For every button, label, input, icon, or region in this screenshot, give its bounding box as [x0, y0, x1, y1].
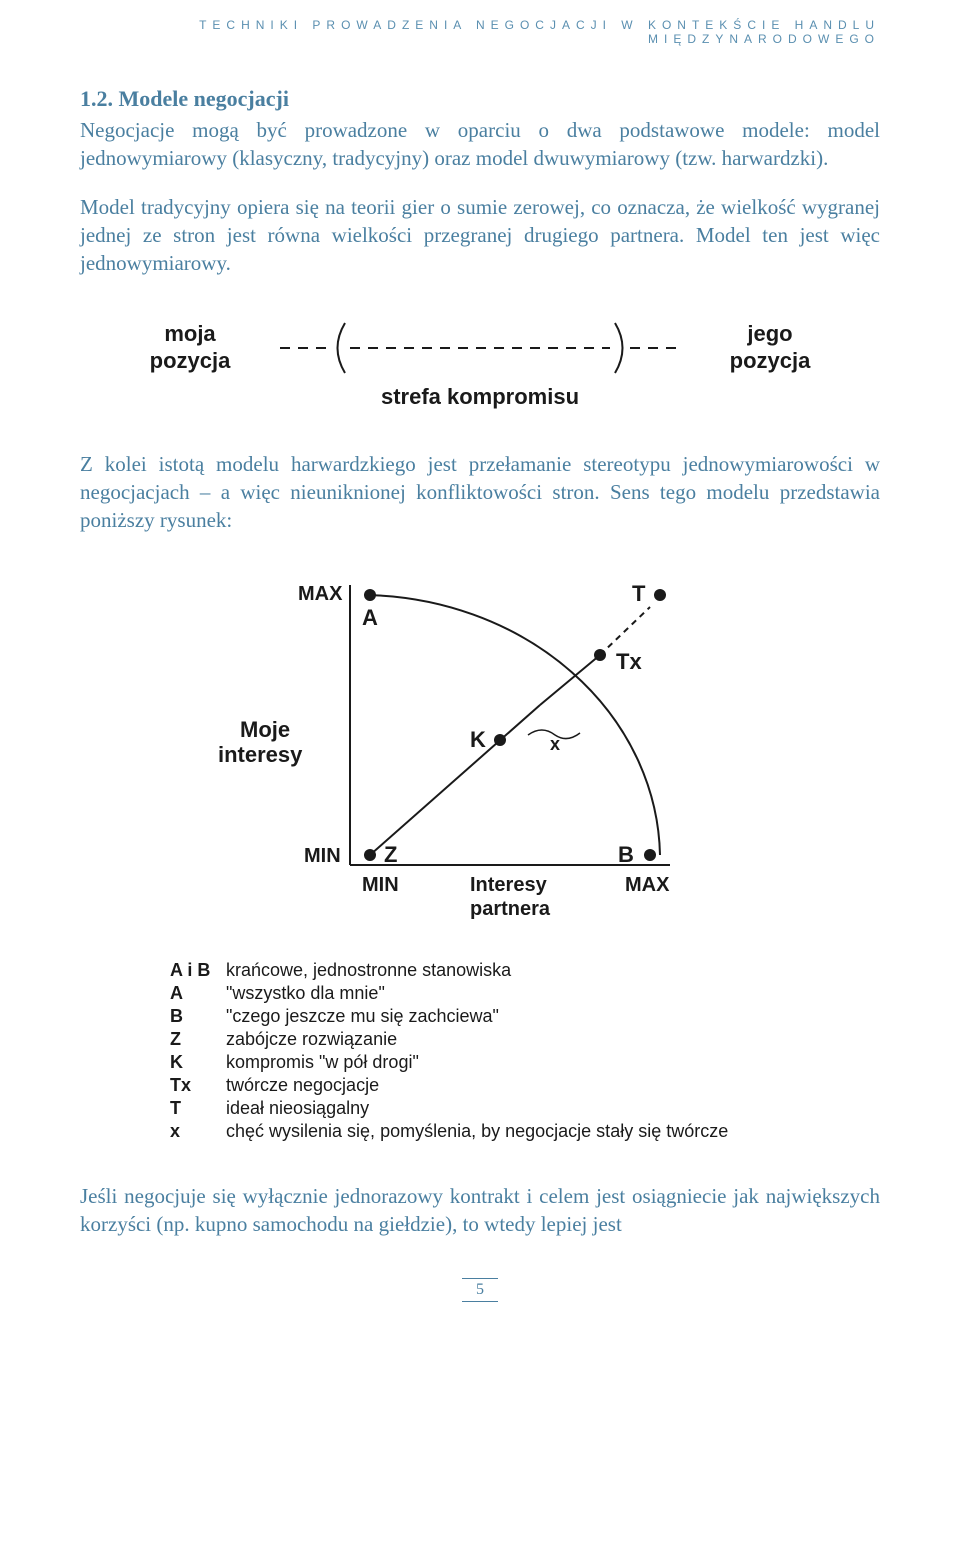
- paragraph-4: Jeśli negocjuje się wyłącznie jednorazow…: [80, 1182, 880, 1239]
- diagram2-legend: A i B krańcowe, jednostronne stanowiska …: [170, 960, 790, 1142]
- legend-row: K kompromis "w pół drogi": [170, 1052, 790, 1073]
- legend-row: T ideał nieosiągalny: [170, 1098, 790, 1119]
- page-header: TECHNIKI PROWADZENIA NEGOCJACJI W KONTEK…: [80, 18, 880, 46]
- diag1-left-top: moja: [130, 321, 250, 347]
- legend-row: Z zabójcze rozwiązanie: [170, 1029, 790, 1050]
- label-Tx: Tx: [616, 649, 642, 674]
- legend-row: x chęć wysilenia się, pomyślenia, by neg…: [170, 1121, 790, 1142]
- diag1-right-top: jego: [710, 321, 830, 347]
- page-number: 5: [462, 1278, 498, 1302]
- legend-row: A "wszystko dla mnie": [170, 983, 790, 1004]
- diagram-harvard-model: MAX A T Tx K x Moje interesy MIN Z B MIN…: [170, 565, 790, 1142]
- label-T: T: [632, 581, 646, 606]
- label-moje: Moje: [240, 717, 290, 742]
- label-A: A: [362, 605, 378, 630]
- page-number-wrap: 5: [80, 1278, 880, 1302]
- paragraph-2: Model tradycyjny opiera się na teorii gi…: [80, 193, 880, 278]
- label-B: B: [618, 842, 634, 867]
- diag1-caption: strefa kompromisu: [130, 384, 830, 410]
- paragraph-3: Z kolei istotą modelu harwardzkiego jest…: [80, 450, 880, 535]
- label-max-y: MAX: [298, 583, 343, 605]
- diagram-compromise-zone: moja pozycja jego pozycja strefa komprom…: [130, 318, 830, 410]
- diag1-right-bottom: pozycja: [710, 348, 830, 374]
- label-Z: Z: [384, 842, 397, 867]
- diag1-svg: [250, 318, 710, 378]
- section-title: 1.2. Modele negocjacji: [80, 86, 880, 112]
- legend-row: Tx twórcze negocjacje: [170, 1075, 790, 1096]
- legend-row: B "czego jeszcze mu się zachciewa": [170, 1006, 790, 1027]
- diag1-left-bottom: pozycja: [130, 348, 250, 374]
- label-partnera: partnera: [470, 898, 551, 920]
- label-x: x: [550, 734, 560, 754]
- label-interesy: interesy: [218, 742, 303, 767]
- label-interesy-x: Interesy: [470, 874, 548, 896]
- label-min-x: MIN: [362, 874, 399, 896]
- label-min-y: MIN: [304, 845, 341, 867]
- diag2-svg: MAX A T Tx K x Moje interesy MIN Z B MIN…: [170, 565, 790, 945]
- legend-row: A i B krańcowe, jednostronne stanowiska: [170, 960, 790, 981]
- paragraph-1: Negocjacje mogą być prowadzone w oparciu…: [80, 116, 880, 173]
- label-max-x: MAX: [625, 874, 670, 896]
- label-K: K: [470, 727, 486, 752]
